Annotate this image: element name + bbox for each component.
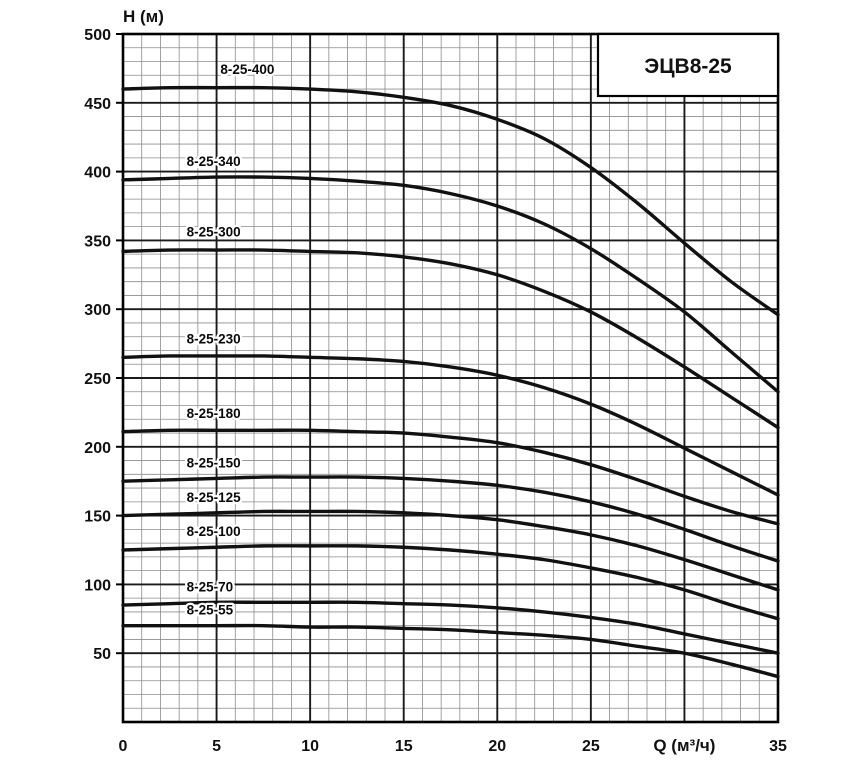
y-tick-300: 300 bbox=[84, 302, 111, 319]
y-tick-400: 400 bbox=[84, 165, 111, 182]
curve-label-8-25-100: 8-25-100 bbox=[187, 524, 241, 539]
y-axis-title: H (м) bbox=[123, 7, 164, 26]
curve-8-25-125 bbox=[121, 509, 780, 592]
y-tick-500: 500 bbox=[84, 27, 111, 44]
x-tick-35: 35 bbox=[769, 738, 787, 755]
x-tick-20: 20 bbox=[488, 738, 506, 755]
y-tick-450: 450 bbox=[84, 96, 111, 113]
curve-label-halo-8-25-180: 8-25-180 bbox=[187, 406, 241, 421]
curve-labels: 8-25-4008-25-4008-25-3408-25-3408-25-300… bbox=[184, 60, 276, 620]
curve-label-8-25-125: 8-25-125 bbox=[187, 490, 242, 505]
curve-8-25-70 bbox=[121, 600, 780, 655]
curve-8-25-400 bbox=[121, 85, 780, 317]
y-tick-200: 200 bbox=[84, 440, 111, 457]
y-tick-100: 100 bbox=[84, 577, 111, 594]
curve-label-8-25-55: 8-25-55 bbox=[187, 603, 234, 618]
curve-label-8-25-230: 8-25-230 bbox=[187, 332, 241, 347]
y-tick-150: 150 bbox=[84, 509, 111, 526]
x-axis-tick-labels: 0 5 10 15 20 25 Q (м³/ч) 35 bbox=[119, 736, 787, 755]
curve-label-8-25-180: 8-25-180 bbox=[187, 406, 241, 421]
curve-8-25-300 bbox=[121, 248, 780, 430]
x-tick-10: 10 bbox=[301, 738, 319, 755]
y-axis-tick-labels: 50 100 150 200 250 300 350 400 450 500 bbox=[84, 27, 123, 663]
curve-8-25-100 bbox=[121, 544, 780, 621]
title-box-frame bbox=[596, 32, 780, 98]
curve-8-25-340 bbox=[121, 175, 780, 394]
x-tick-25: 25 bbox=[582, 738, 600, 755]
x-tick-15: 15 bbox=[395, 738, 413, 755]
curve-label-halo-8-25-230: 8-25-230 bbox=[187, 332, 241, 347]
curve-label-8-25-300: 8-25-300 bbox=[187, 224, 241, 239]
curve-8-25-55 bbox=[121, 623, 780, 679]
y-tick-350: 350 bbox=[84, 233, 111, 250]
curve-label-8-25-340: 8-25-340 bbox=[187, 154, 241, 169]
curve-lines bbox=[121, 85, 780, 679]
curve-label-halo-8-25-70: 8-25-70 bbox=[187, 579, 234, 594]
major-gridlines bbox=[122, 33, 779, 723]
curve-8-25-230 bbox=[121, 354, 780, 497]
y-tick-50: 50 bbox=[93, 646, 111, 663]
curve-label-halo-8-25-340: 8-25-340 bbox=[187, 154, 241, 169]
title-box-label: ЭЦВ8-25 bbox=[644, 55, 732, 78]
title-box: ЭЦВ8-25 bbox=[596, 32, 780, 98]
y-tick-250: 250 bbox=[84, 371, 111, 388]
curve-label-halo-8-25-125: 8-25-125 bbox=[187, 490, 242, 505]
curve-label-8-25-400: 8-25-400 bbox=[220, 62, 274, 77]
curve-8-25-150 bbox=[121, 475, 780, 563]
curve-label-halo-8-25-300: 8-25-300 bbox=[187, 224, 241, 239]
x-tick-0: 0 bbox=[119, 738, 128, 755]
curve-8-25-180 bbox=[121, 428, 780, 526]
x-tick-5: 5 bbox=[212, 738, 221, 755]
curve-label-8-25-150: 8-25-150 bbox=[187, 455, 241, 470]
curve-label-halo-8-25-100: 8-25-100 bbox=[187, 524, 241, 539]
curve-label-8-25-70: 8-25-70 bbox=[187, 579, 234, 594]
curve-label-halo-8-25-55: 8-25-55 bbox=[187, 603, 234, 618]
x-axis-title: Q (м³/ч) bbox=[653, 736, 715, 755]
curve-label-halo-8-25-400: 8-25-400 bbox=[220, 62, 274, 77]
curve-label-halo-8-25-150: 8-25-150 bbox=[187, 455, 241, 470]
